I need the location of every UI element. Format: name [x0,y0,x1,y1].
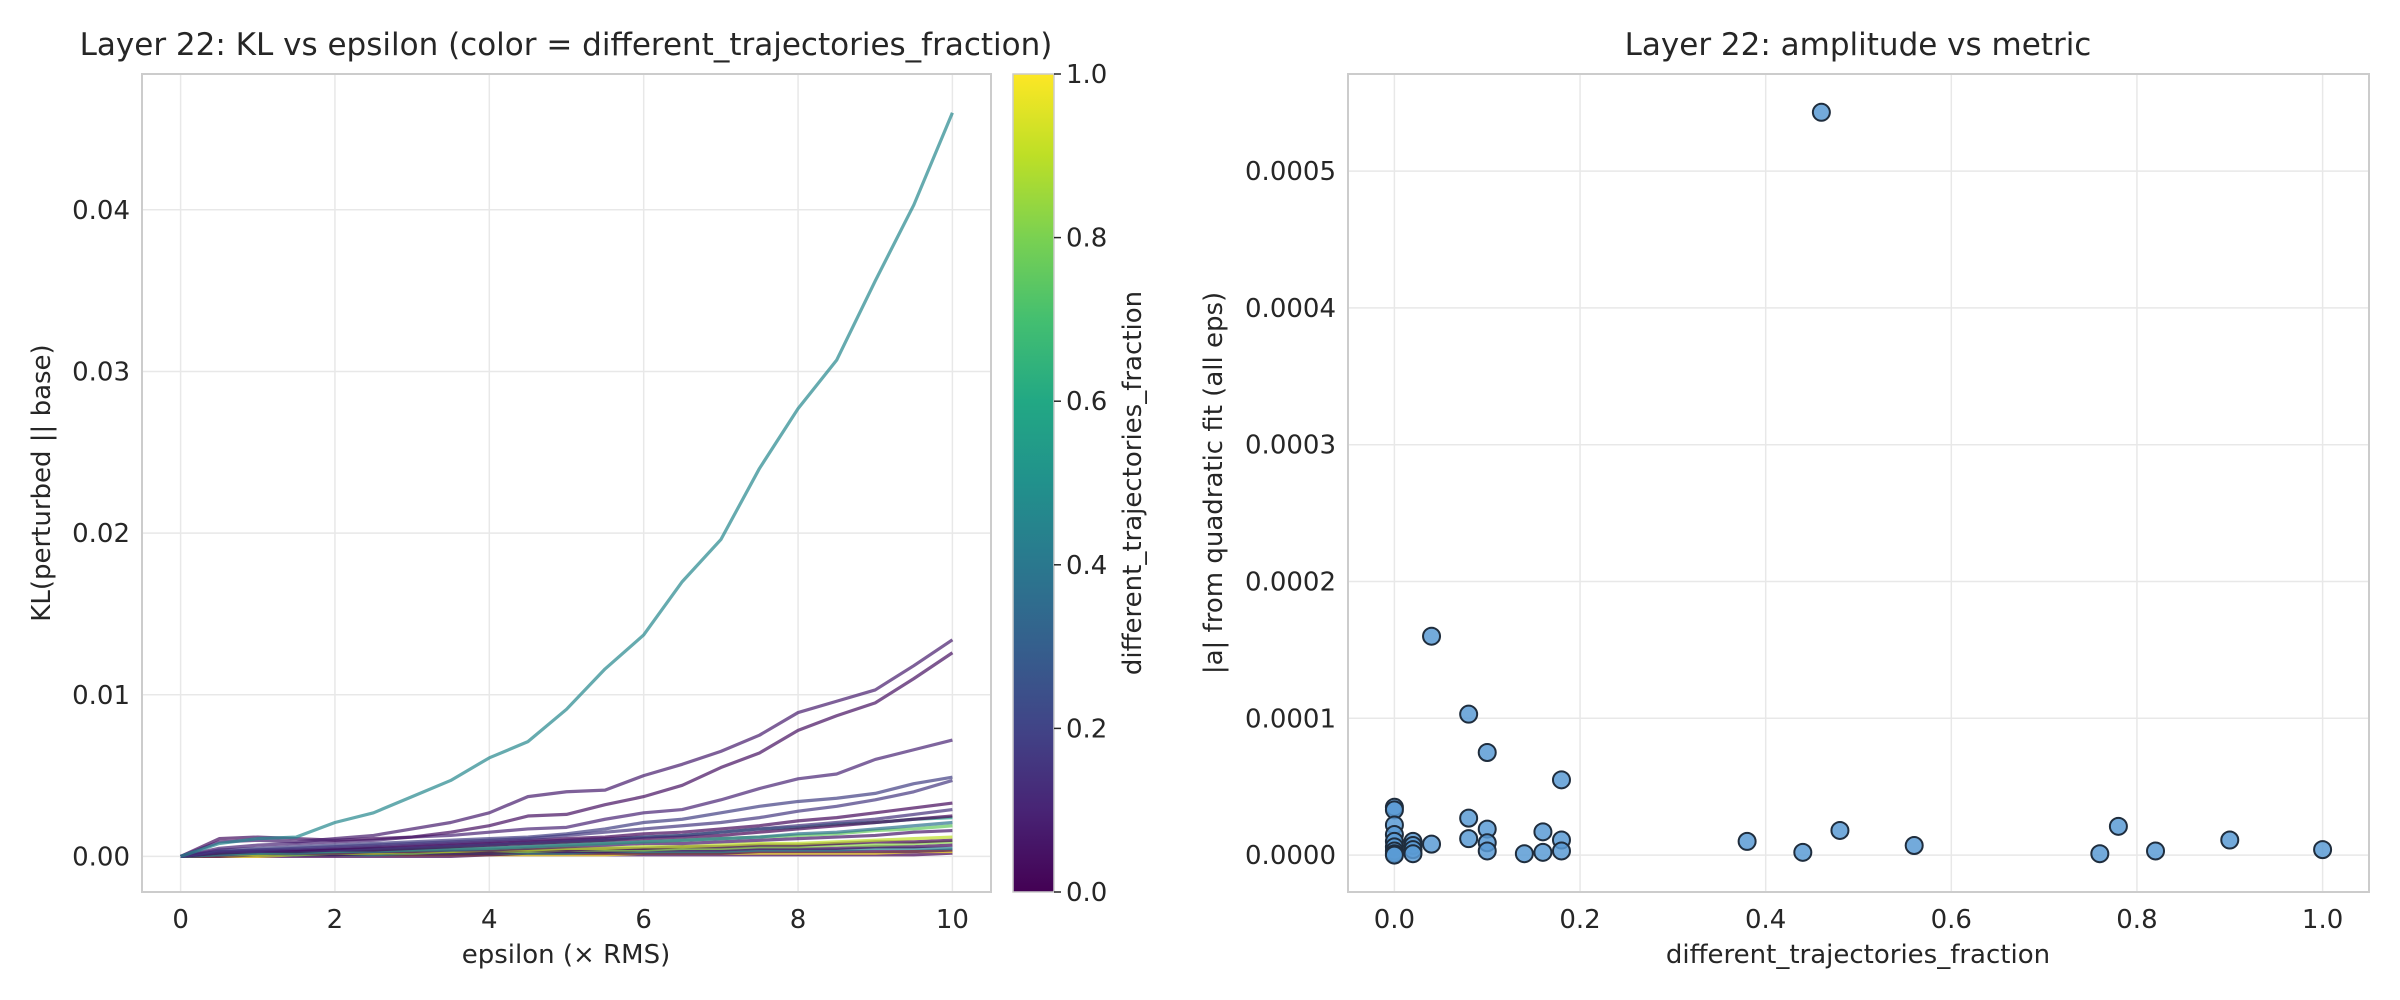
chart2-scatter-point [2220,830,2240,850]
colorbar-tick-label: 0.8 [1066,224,1107,254]
chart2-scatter-point [1811,102,1831,122]
chart2-scatter-point [1551,770,1571,790]
chart2-scatter-point [1459,704,1479,724]
chart1-x-tick-label: 0 [172,905,189,935]
chart1-series-line [180,638,954,858]
colorbar-tick-label: 0.2 [1066,714,1107,744]
chart1-frame [141,73,992,893]
chart2-scatter-points [1384,102,2333,865]
chart2-scatter-point [1422,626,1442,646]
chart1-title: Layer 22: KL vs epsilon (color = differe… [80,27,1053,63]
chart1-series-line [180,801,953,859]
chart2-scatter-point [1403,844,1423,864]
chart2-y-axis-label: |a| from quadratic fit (all eps) [1199,292,1229,674]
kl-vs-epsilon-chart: Layer 22: KL vs epsilon (color = differe… [27,27,1052,970]
chart2-y-tick-label: 0.0000 [1245,841,1336,871]
chart1-y-tick-label: 0.00 [72,842,130,872]
chart2-scatter-point [2090,844,2110,864]
chart2-y-tick-label: 0.0001 [1245,704,1336,734]
chart1-y-axis-label: KL(perturbed || base) [27,344,57,621]
chart2-scatter-point [1514,844,1534,864]
chart1-y-ticks: 0.00 0.01 0.02 0.03 0.04 [72,196,130,873]
chart1-x-tick-label: 2 [327,905,344,935]
colorbar-tick-label: 1.0 [1066,60,1107,90]
chart2-y-ticks: 0.0000 0.0001 0.0002 0.0003 0.0004 0.0005 [1245,157,1336,871]
chart2-title: Layer 22: amplitude vs metric [1625,27,2092,63]
chart2-y-tick-label: 0.0002 [1245,567,1336,597]
chart1-series-line [180,775,953,859]
chart2-scatter-point [1793,842,1813,862]
colorbar-tick-label: 0.0 [1066,878,1107,908]
chart2-scatter-point [1459,808,1479,828]
chart1-grid [142,74,991,892]
chart2-x-axis-label: different_trajectories_fraction [1666,940,2050,970]
colorbar-gradient [1012,73,1055,893]
chart2-scatter-point [1533,842,1553,862]
chart1-series-line [180,112,954,858]
chart2-x-tick-label: 0.6 [1931,905,1972,935]
chart1-x-tick-label: 6 [635,905,652,935]
chart2-scatter-point [1737,831,1757,851]
chart2-y-tick-label: 0.0005 [1245,157,1336,187]
chart2-x-tick-label: 1.0 [2302,905,2343,935]
chart2-x-tick-label: 0.0 [1374,905,1415,935]
chart2-y-tick-label: 0.0003 [1245,431,1336,461]
colorbar-tick-label: 0.6 [1066,387,1107,417]
chart2-scatter-point [1459,829,1479,849]
chart2-scatter-point [1422,834,1442,854]
chart1-series-lines [179,112,954,859]
colorbar-ticks: 0.0 0.2 0.4 0.6 0.8 1.0 [1054,60,1107,908]
chart2-scatter-point [1830,820,1850,840]
chart2-y-tick-label: 0.0004 [1245,294,1336,324]
chart1-y-tick-label: 0.01 [72,681,130,711]
chart2-x-tick-label: 0.2 [1559,905,1600,935]
chart2-scatter-point [1533,822,1553,842]
chart1-y-tick-label: 0.02 [72,519,130,549]
chart1-series-line [180,738,953,858]
chart2-grid [1348,74,2369,892]
chart2-frame [1347,73,2370,893]
chart2-scatter-point [2146,841,2166,861]
chart2-x-ticks: 0.0 0.2 0.4 0.6 0.8 1.0 [1374,905,2344,935]
chart1-y-tick-label: 0.03 [72,357,130,387]
colorbar: 0.0 0.2 0.4 0.6 0.8 1.0 different_trajectorie… [1012,60,1148,908]
chart1-series-line [180,778,953,859]
chart1-x-tick-label: 8 [790,905,807,935]
chart2-scatter-point [1477,841,1497,861]
chart1-series-line [179,651,954,858]
chart1-x-axis-label: epsilon (× RMS) [462,940,670,970]
chart1-y-tick-label: 0.04 [72,196,130,226]
chart2-scatter-point [1384,845,1404,865]
chart2-x-tick-label: 0.8 [2116,905,2157,935]
chart1-x-tick-label: 10 [936,905,969,935]
amplitude-vs-metric-chart: Layer 22: amplitude vs metric 0.0 0.2 0.4 0… [1199,27,2370,970]
chart2-scatter-point [1477,742,1497,762]
chart1-x-tick-label: 4 [481,905,498,935]
colorbar-label: different_trajectories_fraction [1118,291,1148,675]
chart1-x-ticks: 0 2 4 6 8 10 [172,905,969,935]
colorbar-tick-label: 0.4 [1066,551,1107,581]
chart2-scatter-point [1904,835,1924,855]
chart2-x-tick-label: 0.4 [1745,905,1786,935]
chart2-scatter-point [1551,841,1571,861]
chart1-series-line [180,820,953,859]
chart2-scatter-point [2108,816,2128,836]
chart2-scatter-point [2313,840,2333,860]
